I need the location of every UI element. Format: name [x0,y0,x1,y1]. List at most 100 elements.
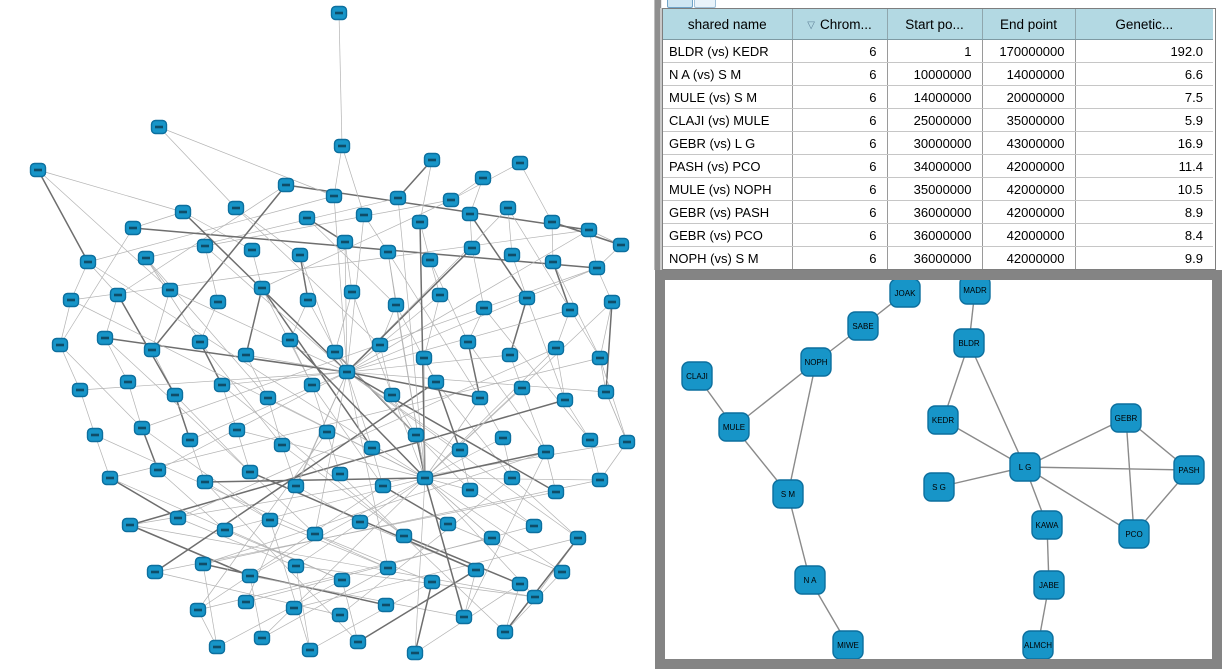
network-node-claji[interactable]: CLAJI [681,361,713,391]
network-node[interactable] [351,514,369,530]
network-node[interactable] [253,280,271,296]
network-node[interactable] [241,568,259,584]
table-cell[interactable]: 8.4 [1075,223,1213,247]
table-cell[interactable]: 6 [792,62,888,86]
network-node[interactable] [161,282,179,298]
table-cell[interactable]: 6 [792,39,888,63]
network-node[interactable] [411,214,429,230]
network-node-kedr[interactable]: KEDR [927,405,959,435]
table-cell[interactable]: 42000000 [982,200,1076,224]
network-node[interactable] [547,484,565,500]
network-node[interactable] [612,237,630,253]
network-node[interactable] [511,155,529,171]
network-node[interactable] [243,242,261,258]
network-node[interactable] [318,424,336,440]
network-node[interactable] [597,384,615,400]
table-cell[interactable]: 36000000 [887,246,983,269]
column-header[interactable]: shared name [663,9,793,40]
network-node[interactable] [169,510,187,526]
network-node[interactable] [363,440,381,456]
network-node[interactable] [213,377,231,393]
table-cell[interactable]: 36000000 [887,200,983,224]
network-node[interactable] [406,645,424,661]
network-node[interactable] [253,630,271,646]
table-cell[interactable]: 6 [792,85,888,109]
table-cell[interactable]: 6 [792,223,888,247]
column-header[interactable]: Start po... [887,9,983,40]
network-node[interactable] [537,444,555,460]
network-node-noph[interactable]: NOPH [800,347,832,377]
network-node[interactable] [281,332,299,348]
table-cell[interactable]: 30000000 [887,131,983,155]
network-node[interactable] [496,624,514,640]
network-node[interactable] [423,152,441,168]
network-node[interactable] [196,238,214,254]
table-cell[interactable]: MULE (vs) NOPH [663,177,793,201]
network-node[interactable] [119,374,137,390]
table-cell[interactable]: 35000000 [982,108,1076,132]
table-row[interactable]: N A (vs) S M 6 10000000 14000000 6.6 [663,62,1213,86]
network-node[interactable] [423,574,441,590]
table-cell[interactable]: BLDR (vs) KEDR [663,39,793,63]
network-node[interactable] [543,214,561,230]
table-cell[interactable]: 42000000 [982,246,1076,269]
table-cell[interactable]: MULE (vs) S M [663,85,793,109]
network-node[interactable] [474,170,492,186]
network-node-pco[interactable]: PCO [1118,519,1150,549]
network-node[interactable] [51,337,69,353]
network-node[interactable] [525,518,543,534]
network-node[interactable] [499,200,517,216]
network-node[interactable] [494,430,512,446]
network-node[interactable] [259,390,277,406]
table-cell[interactable]: 42000000 [982,154,1076,178]
network-node[interactable] [383,387,401,403]
network-node[interactable] [580,222,598,238]
network-node[interactable] [379,560,397,576]
network-node[interactable] [588,260,606,276]
network-node-joak[interactable]: JOAK [889,280,921,308]
network-node[interactable] [427,374,445,390]
network-node[interactable] [503,470,521,486]
network-node[interactable] [149,462,167,478]
network-node[interactable] [79,254,97,270]
network-node[interactable] [461,482,479,498]
network-node[interactable] [71,382,89,398]
network-node[interactable] [285,600,303,616]
table-cell[interactable]: 42000000 [982,177,1076,201]
network-node[interactable] [513,380,531,396]
table-cell[interactable]: 11.4 [1075,154,1213,178]
network-node[interactable] [174,204,192,220]
table-cell[interactable]: 9.9 [1075,246,1213,269]
table-cell[interactable]: 6 [792,108,888,132]
column-header[interactable]: End point [982,9,1076,40]
table-cell[interactable]: 25000000 [887,108,983,132]
table-cell[interactable]: 6 [792,246,888,269]
column-header[interactable]: ▽ Chrom... [792,9,888,40]
network-node-s-m[interactable]: S M [772,479,804,509]
table-cell[interactable]: 35000000 [887,177,983,201]
network-node[interactable] [191,334,209,350]
table-cell[interactable]: 10.5 [1075,177,1213,201]
network-node[interactable] [389,190,407,206]
network-node[interactable] [455,609,473,625]
network-node[interactable] [287,478,305,494]
network-node[interactable] [349,634,367,650]
network-node[interactable] [303,377,321,393]
table-cell[interactable]: 6 [792,154,888,178]
table-row[interactable]: MULE (vs) S M 6 14000000 20000000 7.5 [663,85,1213,109]
network-node[interactable] [273,437,291,453]
network-node[interactable] [330,5,348,21]
network-node[interactable] [241,464,259,480]
network-node[interactable] [196,474,214,490]
network-node[interactable] [439,516,457,532]
network-node-gebr[interactable]: GEBR [1110,403,1142,433]
network-node-s-g[interactable]: S G [923,472,955,502]
table-cell[interactable]: 42000000 [982,223,1076,247]
network-node-pash[interactable]: PASH [1173,455,1205,485]
network-node[interactable] [603,294,621,310]
table-row[interactable]: MULE (vs) NOPH 6 35000000 42000000 10.5 [663,177,1213,201]
network-node[interactable] [189,602,207,618]
network-node[interactable] [336,234,354,250]
table-cell[interactable]: PASH (vs) PCO [663,154,793,178]
network-node[interactable] [209,294,227,310]
